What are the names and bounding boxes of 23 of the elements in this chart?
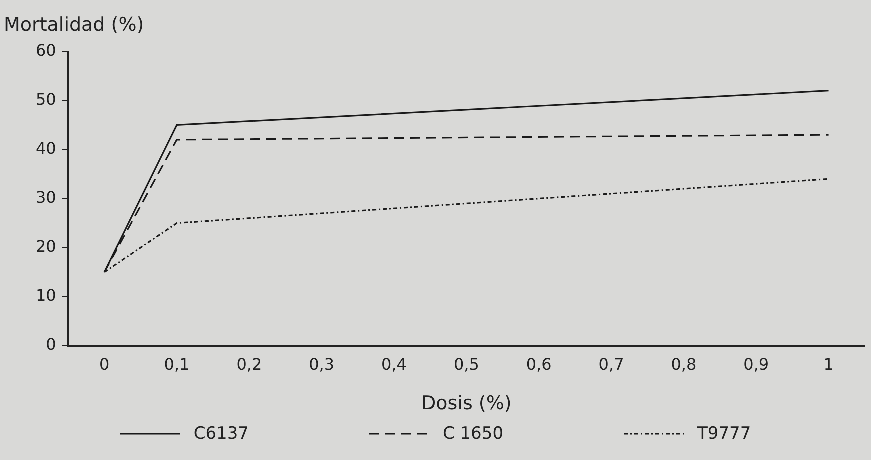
x-tick-label: 0,2 [236,354,262,374]
x-tick-label: 0,6 [526,354,552,374]
y-tick-label: 30 [36,188,56,207]
x-tick-label: 0,8 [671,354,697,374]
x-tick-label: 0,7 [598,354,624,374]
y-tick-label: 40 [36,138,56,158]
x-tick-label: 1 [824,354,834,374]
y-tick-label: 0 [46,335,56,354]
x-tick-label: 0,5 [454,354,480,374]
y-axis-title: Mortalidad (%) [4,14,144,36]
x-tick-label: 0,3 [309,354,335,374]
y-tick-label: 50 [36,90,56,109]
x-tick-label: 0 [99,354,110,374]
y-tick-label: 60 [36,40,56,60]
legend-label: C6137 [194,424,249,444]
x-tick-label: 0,4 [382,354,407,374]
x-tick-label: 0,9 [744,354,770,374]
legend-label: T9777 [698,424,752,444]
y-tick-label: 10 [36,286,56,306]
y-tick-label: 20 [36,237,56,256]
x-tick-label: 0,1 [164,354,190,374]
legend-label: C 1650 [442,424,504,444]
x-axis-title: Dosis (%) [422,392,512,415]
